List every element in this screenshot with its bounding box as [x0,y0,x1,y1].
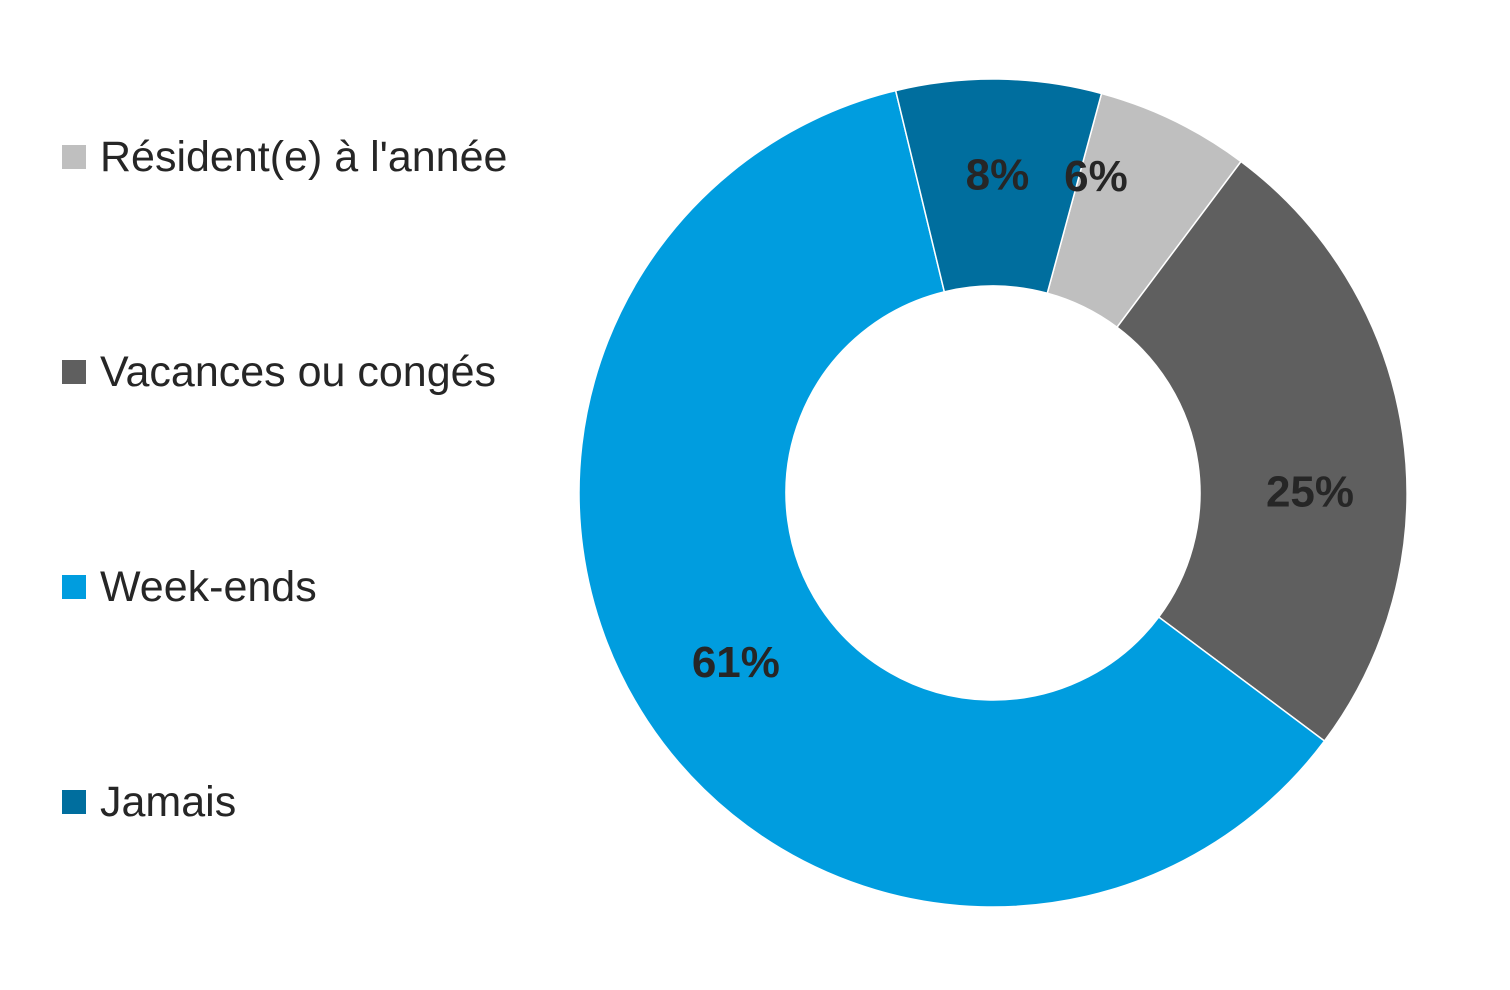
legend-label-weekends: Week-ends [100,562,317,611]
legend-swatch-weekends [62,575,86,599]
donut-slice-labels: 6% 25% 61% 8% [692,151,1354,688]
donut-slices [578,78,1408,908]
legend-label-vacances: Vacances ou congés [100,347,497,396]
legend-item-jamais: Jamais [62,777,236,827]
legend-label-jamais: Jamais [100,777,237,826]
slice-jamais [894,78,1103,295]
legend-item-vacances: Vacances ou congés [62,347,496,397]
legend-swatch-vacances [62,360,86,384]
slice-vacances [1115,160,1408,743]
slice-label-vacances: 25% [1266,467,1354,516]
legend-swatch-jamais [62,790,86,814]
slice-label-jamais: 8% [966,151,1030,200]
chart-legend: Résident(e) à l'année Vacances ou congés… [62,0,602,990]
legend-label-resident: Résident(e) à l'année [100,132,508,181]
legend-swatch-resident [62,145,86,169]
slice-label-weekends: 61% [692,638,780,687]
slice-label-resident: 6% [1064,152,1128,201]
legend-item-resident: Résident(e) à l'année [62,132,507,182]
legend-item-weekends: Week-ends [62,562,317,612]
slice-weekends [578,89,1326,908]
